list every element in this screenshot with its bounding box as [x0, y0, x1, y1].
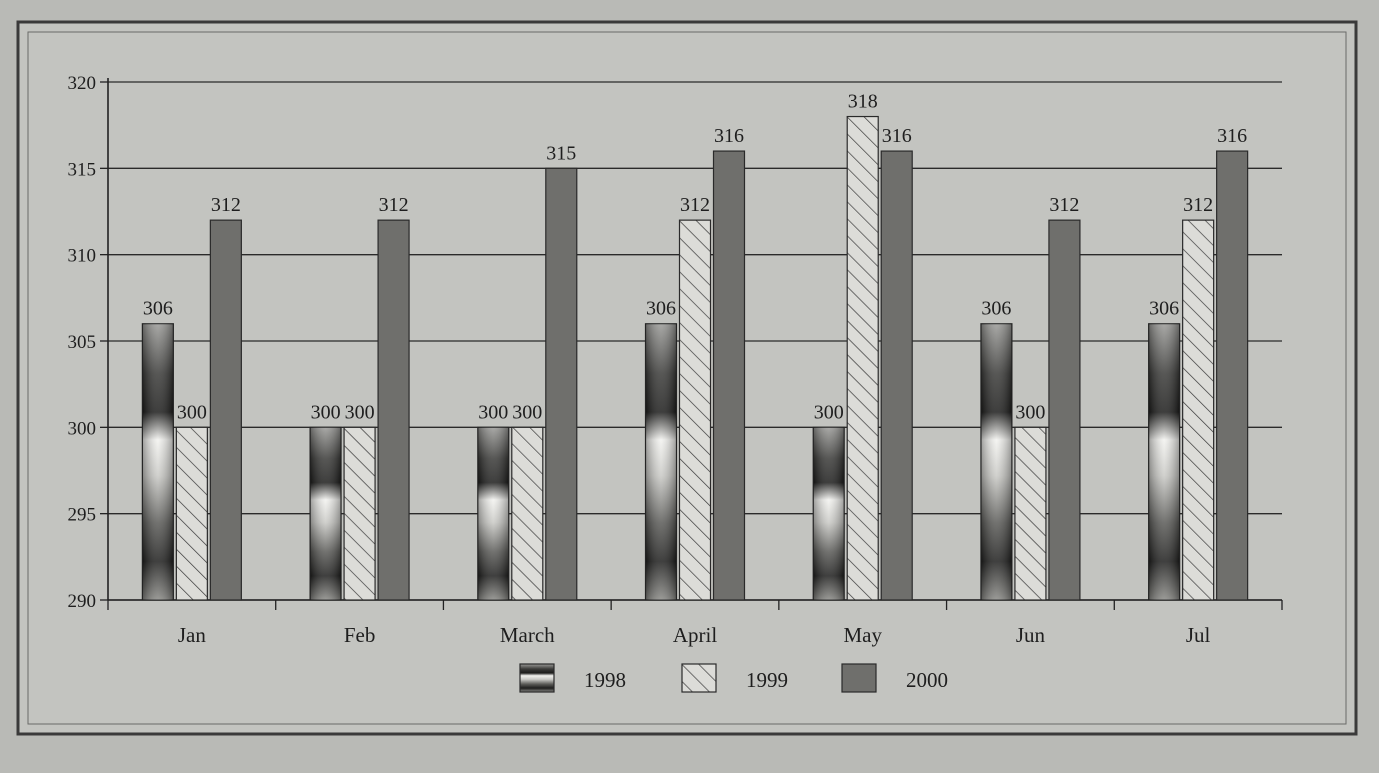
- bar-label-1998-Jul: 306: [1149, 298, 1179, 320]
- y-tick-label: 305: [68, 332, 97, 353]
- bar-shade-Jan: [142, 323, 174, 600]
- bar-label-1999-May: 318: [848, 91, 878, 113]
- y-tick-label: 295: [68, 505, 97, 526]
- y-tick-label: 290: [68, 591, 97, 612]
- bar-shade-Jul: [1148, 323, 1180, 600]
- legend-swatch-1999: [681, 663, 717, 693]
- inner-frame: [27, 31, 1347, 725]
- legend-label-1998: 1998: [584, 668, 626, 692]
- bar-label-1998-May: 300: [814, 401, 844, 423]
- bar-label-2000-Jun: 312: [1049, 194, 1079, 216]
- bar-label-1998-Jun: 306: [981, 298, 1011, 320]
- bar-label-1999-Jul: 312: [1183, 194, 1213, 216]
- x-tick-label: Feb: [344, 623, 376, 647]
- y-tick-label: 320: [68, 73, 97, 94]
- y-tick-label: 310: [68, 246, 97, 267]
- bar-label-1998-April: 306: [646, 298, 676, 320]
- bar-2000-Jun: [1048, 219, 1081, 601]
- bar-2000-March: [545, 167, 578, 601]
- bar-label-2000-Jul: 316: [1217, 125, 1247, 147]
- bar-shade-Jun: [980, 323, 1012, 600]
- bar-shade-Feb: [310, 427, 342, 600]
- legend: 1998 1999 2000: [519, 663, 948, 693]
- bar-2000-Feb: [377, 219, 410, 601]
- legend-swatch-2000: [841, 663, 877, 693]
- bar-2000-April: [712, 150, 746, 601]
- bar-2000-Jul: [1216, 150, 1249, 601]
- y-tick-label: 315: [68, 159, 97, 180]
- bar-label-2000-May: 316: [882, 125, 912, 147]
- bar-label-1998-Feb: 300: [311, 401, 341, 423]
- bar-label-1999-March: 300: [512, 401, 542, 423]
- x-tick-label: Jun: [1016, 623, 1046, 647]
- bar-label-1999-Jun: 300: [1015, 401, 1045, 423]
- bars: [141, 115, 1249, 601]
- bar-label-1999-April: 312: [680, 194, 710, 216]
- bar-shade-May: [813, 427, 845, 600]
- x-tick-label: Jan: [178, 623, 206, 647]
- bar-2000-Jan: [209, 219, 242, 601]
- bar-label-1999-Jan: 300: [177, 401, 207, 423]
- bar-2000-May: [880, 150, 913, 601]
- bar-label-2000-March: 315: [546, 142, 576, 164]
- bar-1999-Jul: [1182, 219, 1215, 601]
- bar-shade-March: [477, 427, 509, 600]
- bar-label-1998-Jan: 306: [143, 298, 173, 320]
- legend-label-2000: 2000: [906, 668, 948, 692]
- bar-1999-Jan: [175, 426, 208, 601]
- bar-1999-Feb: [343, 426, 376, 601]
- bar-1999-March: [511, 426, 544, 601]
- x-tick-label: April: [673, 623, 717, 647]
- legend-label-1999: 1999: [746, 668, 788, 692]
- bar-label-2000-Feb: 312: [379, 194, 409, 216]
- bar-label-1999-Feb: 300: [345, 401, 375, 423]
- x-tick-label: Jul: [1186, 623, 1211, 647]
- legend-swatch-1998: [519, 663, 555, 693]
- x-tick-label: March: [500, 623, 555, 647]
- bar-1999-April: [678, 219, 712, 601]
- bar-label-2000-Jan: 312: [211, 194, 241, 216]
- x-tick-label: May: [843, 623, 882, 647]
- bar-1999-May: [846, 115, 879, 601]
- bar-label-2000-April: 316: [714, 125, 744, 147]
- y-tick-label: 300: [68, 418, 97, 439]
- bar-1999-Jun: [1014, 426, 1047, 601]
- bar-label-1998-March: 300: [478, 401, 508, 423]
- y-axis: 290 295 300 305 310 315 320: [68, 73, 109, 612]
- bar-shade-April: [645, 323, 677, 600]
